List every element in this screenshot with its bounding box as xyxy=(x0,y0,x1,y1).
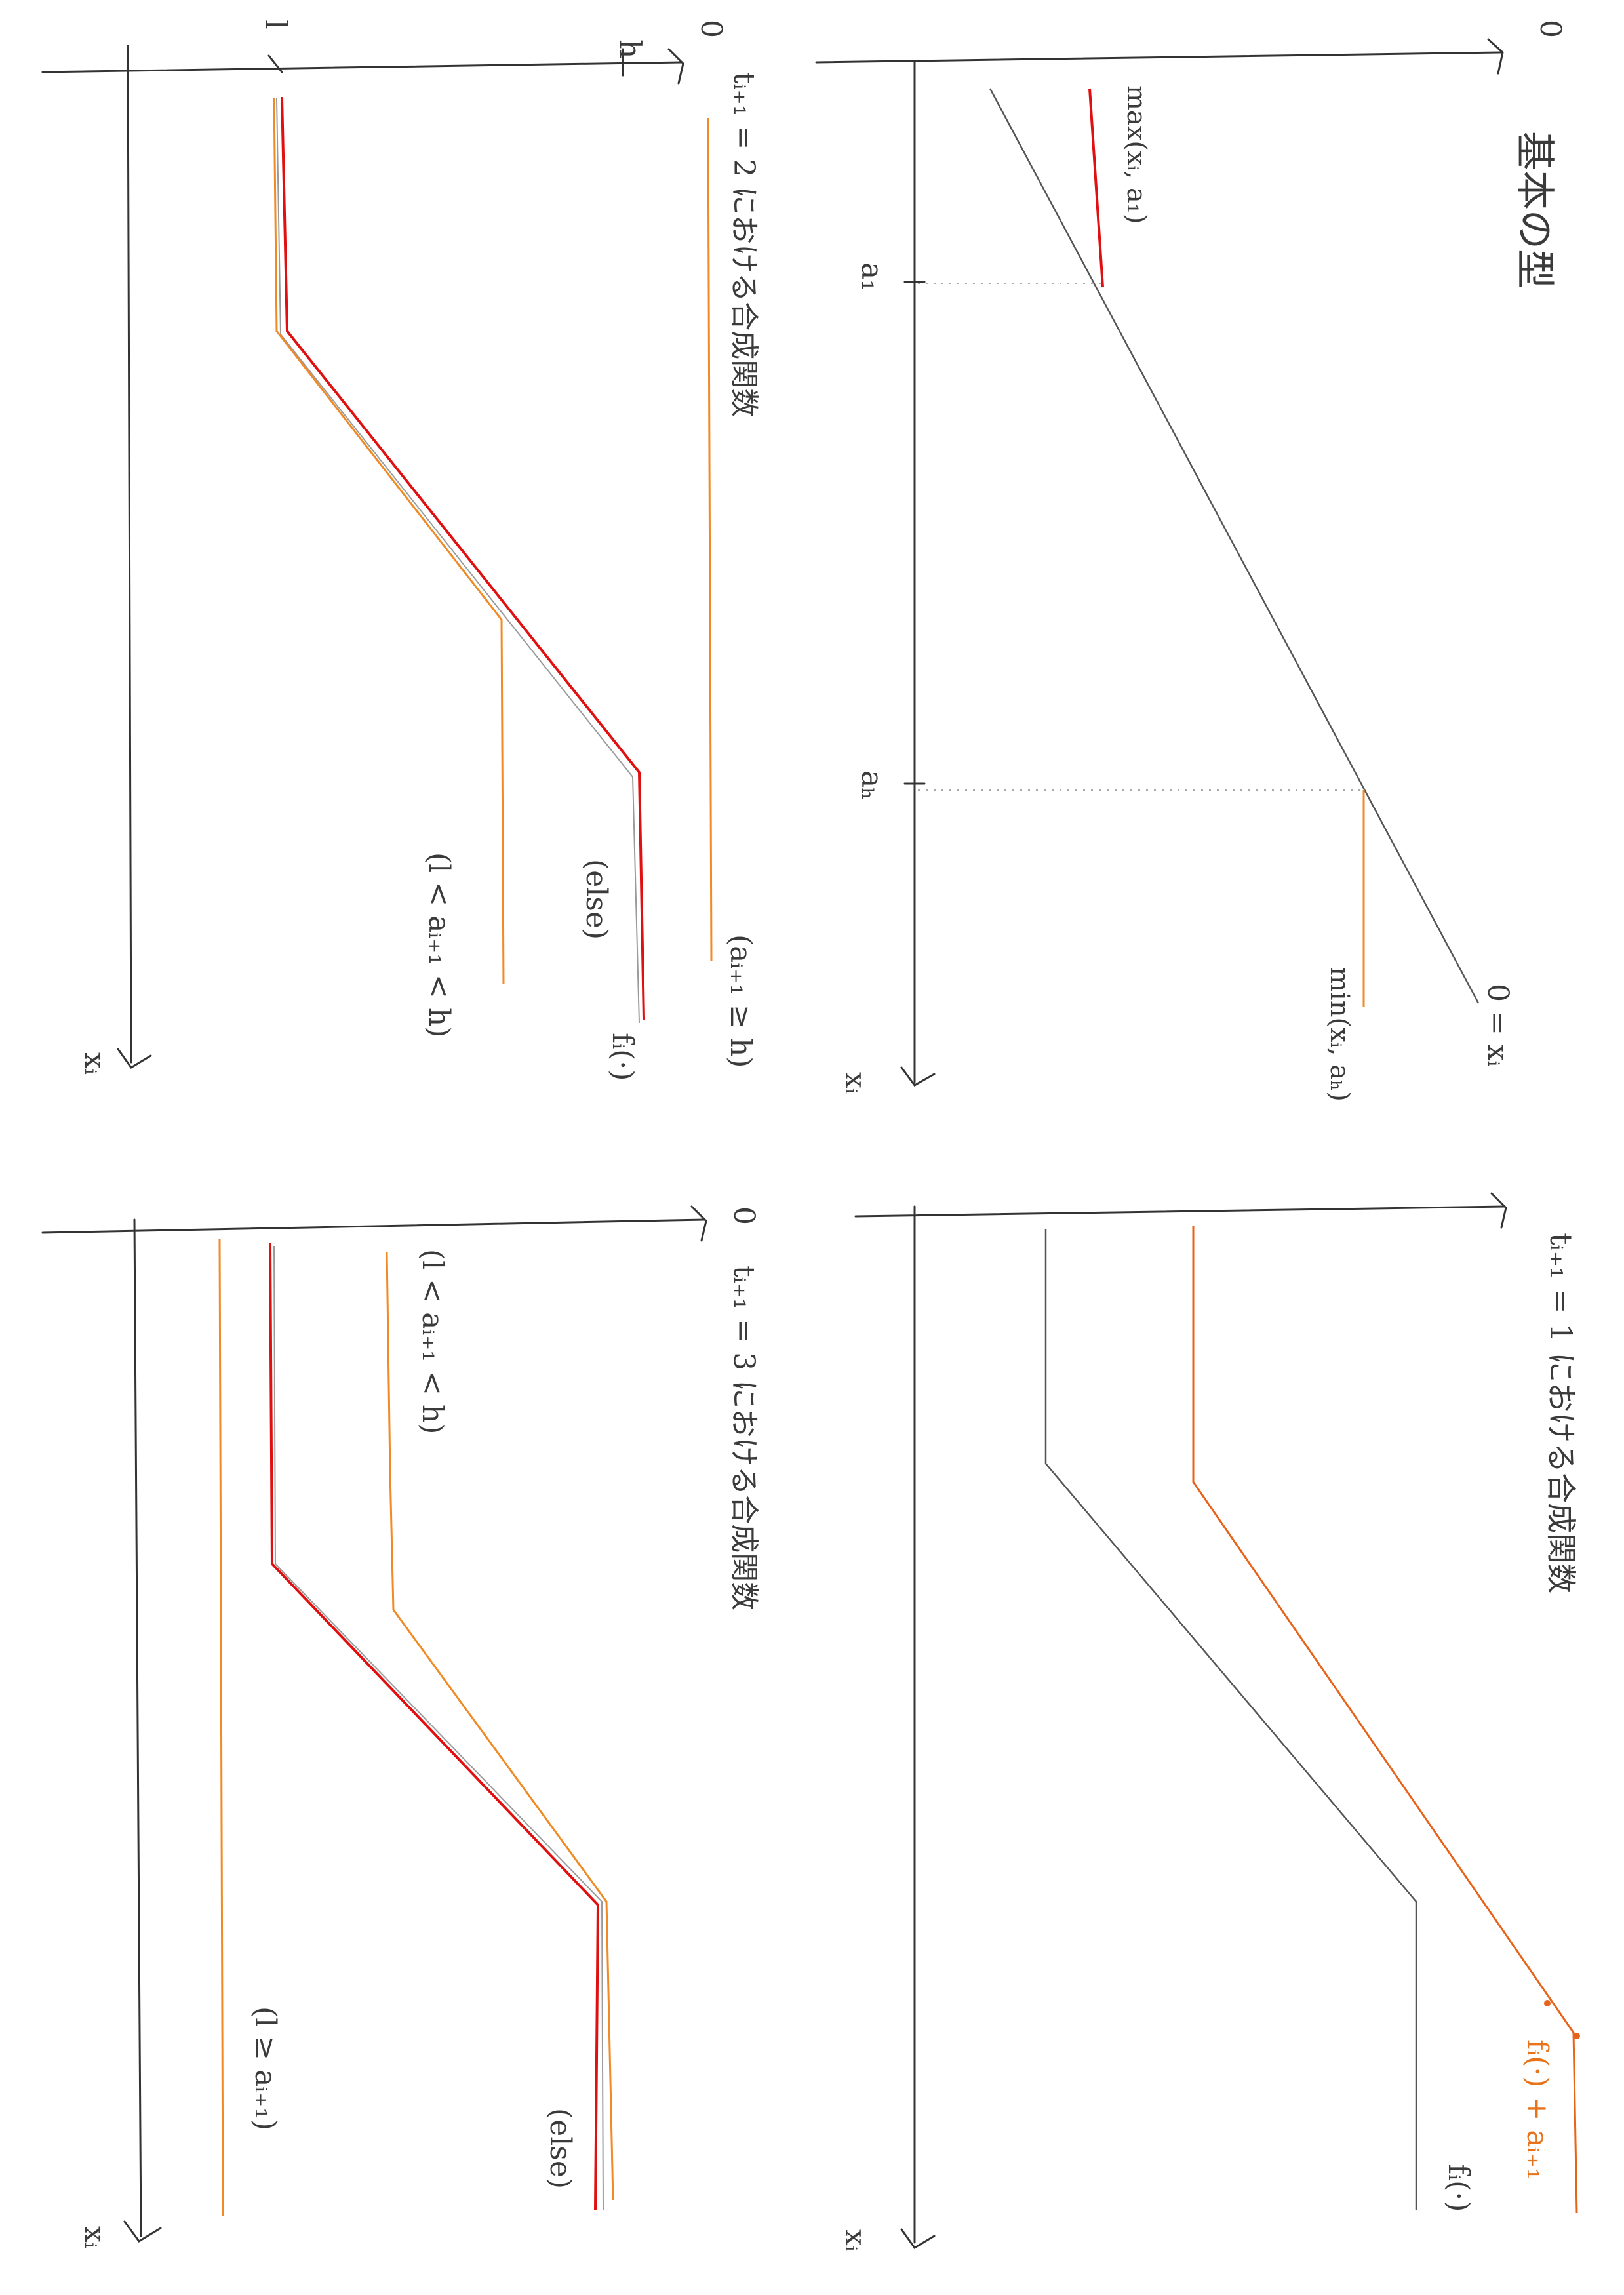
t1-x-label: xᵢ xyxy=(839,2229,872,2252)
t2-high-segment xyxy=(707,117,713,961)
t3-else-label: (else) xyxy=(544,2108,577,2189)
t3-composite-function xyxy=(269,1242,600,2210)
t3-cond1-label: (l < aᵢ₊₁ < h) xyxy=(416,1249,449,1434)
basic-ah-label: aₕ xyxy=(855,770,888,800)
basic-line-label: 0 = xᵢ xyxy=(1481,984,1515,1067)
basic-min-label: min(xᵢ, aₕ) xyxy=(1324,967,1355,1102)
panel-t3: 0 tᵢ₊₁ = 3 における合成関数 xᵢ (l < aᵢ₊₁ < h) (e… xyxy=(41,1205,761,2248)
t1-x-axis-arrow xyxy=(900,2228,936,2249)
t2-x-label: xᵢ xyxy=(78,1052,111,1075)
panel-basic: 基本の型 0 xᵢ a₁ aₕ max(xᵢ, a₁) min(xᵢ, aₕ) … xyxy=(815,20,1567,1102)
t3-low-segment xyxy=(218,1239,224,2217)
basic-a1-label: a₁ xyxy=(855,262,888,291)
basic-x-axis-arrow xyxy=(900,1066,936,1087)
basic-heading: 基本の型 xyxy=(1511,131,1557,289)
t3-horizontal-axis xyxy=(133,1218,142,2237)
panel-t1: tᵢ₊₁ = 1 における合成関数 xᵢ fᵢ(·) + aᵢ₊₁ fᵢ(·) xyxy=(839,1192,1580,2252)
basic-origin-label: 0 xyxy=(1534,20,1567,38)
t2-cond1-label: (aᵢ₊₁ ≥ h) xyxy=(724,934,757,1068)
t2-origin-label: 0 xyxy=(694,20,728,38)
t1-shift-dot-2 xyxy=(1574,2033,1580,2039)
t2-f-label: fᵢ(·) xyxy=(606,1033,639,1081)
basic-axis-arrow xyxy=(1487,38,1504,75)
t3-axis-arrow xyxy=(690,1205,707,1242)
t1-shifted-label: fᵢ(·) + aᵢ₊₁ xyxy=(1520,2039,1554,2180)
panel-t2: 0 h l xᵢ tᵢ₊₁ = 2 における合成関数 (aᵢ₊₁ ≥ h) (e… xyxy=(41,20,761,1081)
basic-x-label: xᵢ xyxy=(839,1072,872,1094)
basic-identity-line xyxy=(989,88,1480,1004)
t2-x-axis-arrow xyxy=(117,1048,152,1069)
basic-max-label: max(xᵢ, a₁) xyxy=(1121,85,1151,224)
t2-else-label: (else) xyxy=(580,859,613,940)
t1-vertical-axis xyxy=(854,1205,1506,1218)
t1-base-function xyxy=(1044,1229,1417,2210)
t2-composite-function xyxy=(281,96,645,1020)
t2-l-label: l xyxy=(258,20,294,30)
t2-cond2-label: (l < aᵢ₊₁ < h) xyxy=(422,852,456,1037)
t3-heading: tᵢ₊₁ = 3 における合成関数 xyxy=(727,1266,761,1610)
t2-tick-l xyxy=(267,54,283,73)
t3-cond2-label: (l ≥ aᵢ₊₁) xyxy=(248,2006,282,2130)
t1-shift-dot-1 xyxy=(1544,2000,1551,2006)
t2-horizontal-axis xyxy=(127,45,132,1064)
t3-x-axis-arrow xyxy=(123,2220,162,2243)
t3-x-label: xᵢ xyxy=(78,2226,111,2248)
t3-base-function xyxy=(273,1245,604,2210)
t2-axis-arrow xyxy=(667,48,684,85)
t3-mid-segment xyxy=(386,1252,614,2201)
t3-origin-label: 0 xyxy=(727,1207,761,1225)
t2-base-function xyxy=(276,98,640,1024)
t1-f-label: fᵢ(·) xyxy=(1442,2164,1475,2212)
t2-heading: tᵢ₊₁ = 2 における合成関数 xyxy=(727,72,761,417)
basic-max-segment xyxy=(1088,88,1104,288)
t1-axis-arrow xyxy=(1490,1192,1507,1229)
t2-mid-segment xyxy=(273,98,505,984)
t2-h-label: h xyxy=(612,39,648,59)
t1-shifted-function xyxy=(1192,1226,1578,2214)
t2-vertical-axis xyxy=(41,61,683,73)
t1-heading: tᵢ₊₁ = 1 における合成関数 xyxy=(1543,1233,1579,1593)
t3-vertical-axis xyxy=(41,1218,706,1234)
basic-vertical-axis xyxy=(815,51,1503,64)
